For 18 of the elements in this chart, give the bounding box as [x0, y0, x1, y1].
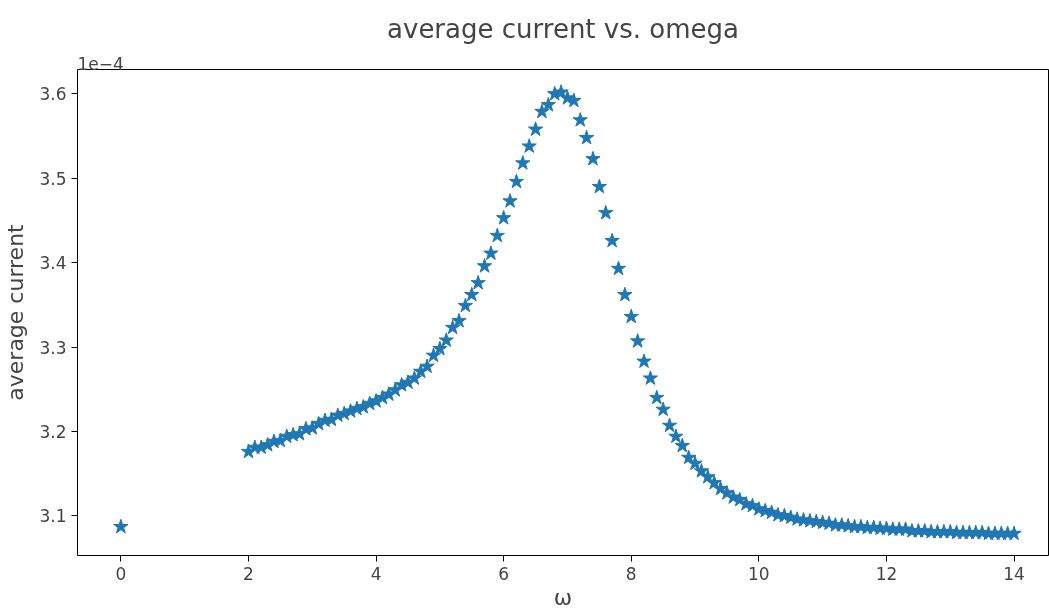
y-tick-label: 3.2	[39, 421, 67, 442]
x-tick-label: 6	[498, 563, 510, 584]
x-tick-label: 14	[1003, 563, 1025, 584]
y-tick-label: 3.3	[39, 337, 67, 358]
x-tick-label: 12	[875, 563, 898, 584]
y-axis-title: average current	[3, 223, 29, 401]
x-tick-label: 0	[115, 563, 127, 584]
y-tick-label: 3.6	[39, 84, 67, 105]
x-tick-label: 10	[748, 563, 770, 584]
y-tick-label: 3.1	[39, 506, 67, 527]
y-tick-label: 3.4	[39, 253, 67, 274]
x-tick-label: 4	[370, 563, 382, 584]
x-tick-label: 8	[625, 563, 637, 584]
annotation: 1e−4	[77, 53, 124, 74]
y-tick-label: 3.5	[39, 168, 67, 189]
x-tick-label: 2	[243, 563, 254, 584]
x-axis-title: ω	[553, 584, 573, 610]
chart-title: average current vs. omega	[387, 13, 739, 44]
